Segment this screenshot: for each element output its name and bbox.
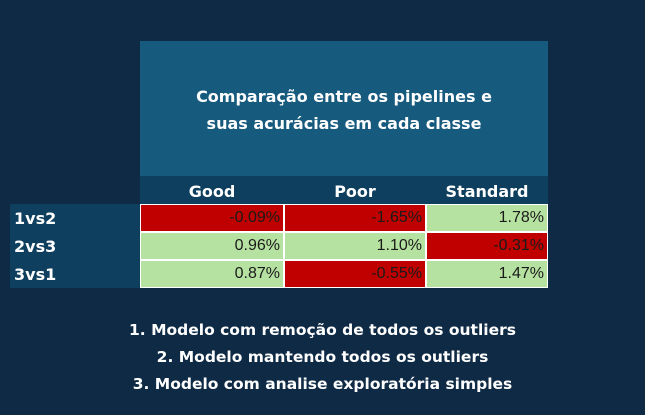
table-row: 1vs2 -0.09% -1.65% 1.78%: [10, 204, 548, 232]
row-label: 1vs2: [10, 204, 140, 232]
column-header-good: Good: [188, 182, 236, 201]
table-cell[interactable]: 1.10%: [284, 232, 426, 260]
table-cell[interactable]: 0.96%: [140, 232, 284, 260]
table-title-box: Comparação entre os pipelines e suas acu…: [140, 41, 548, 176]
row-label: 2vs3: [10, 232, 140, 260]
table-cell[interactable]: 1.47%: [426, 260, 548, 288]
column-header-row: Good Poor Standard: [140, 176, 548, 204]
table-cell[interactable]: 0.87%: [140, 260, 284, 288]
table-cell[interactable]: -0.09%: [140, 204, 284, 232]
legend-item: 1. Modelo com remoção de todos os outlie…: [129, 321, 516, 339]
comparison-table: 1vs2 -0.09% -1.65% 1.78% 2vs3 0.96% 1.10…: [10, 204, 548, 288]
table-cell[interactable]: -0.55%: [284, 260, 426, 288]
table-cell[interactable]: -0.31%: [426, 232, 548, 260]
table-row: 2vs3 0.96% 1.10% -0.31%: [10, 232, 548, 260]
legend-item: 2. Modelo mantendo todos os outliers: [156, 348, 489, 366]
row-label: 3vs1: [10, 260, 140, 288]
table-cell[interactable]: 1.78%: [426, 204, 548, 232]
table-row: 3vs1 0.87% -0.55% 1.47%: [10, 260, 548, 288]
table-title: Comparação entre os pipelines e suas acu…: [196, 86, 492, 133]
column-header-standard: Standard: [445, 182, 529, 201]
pipeline-legend: 1. Modelo com remoção de todos os outlie…: [0, 318, 645, 399]
legend-item: 3. Modelo com analise exploratória simpl…: [132, 375, 513, 393]
table-cell[interactable]: -1.65%: [284, 204, 426, 232]
column-header-poor: Poor: [334, 182, 376, 201]
